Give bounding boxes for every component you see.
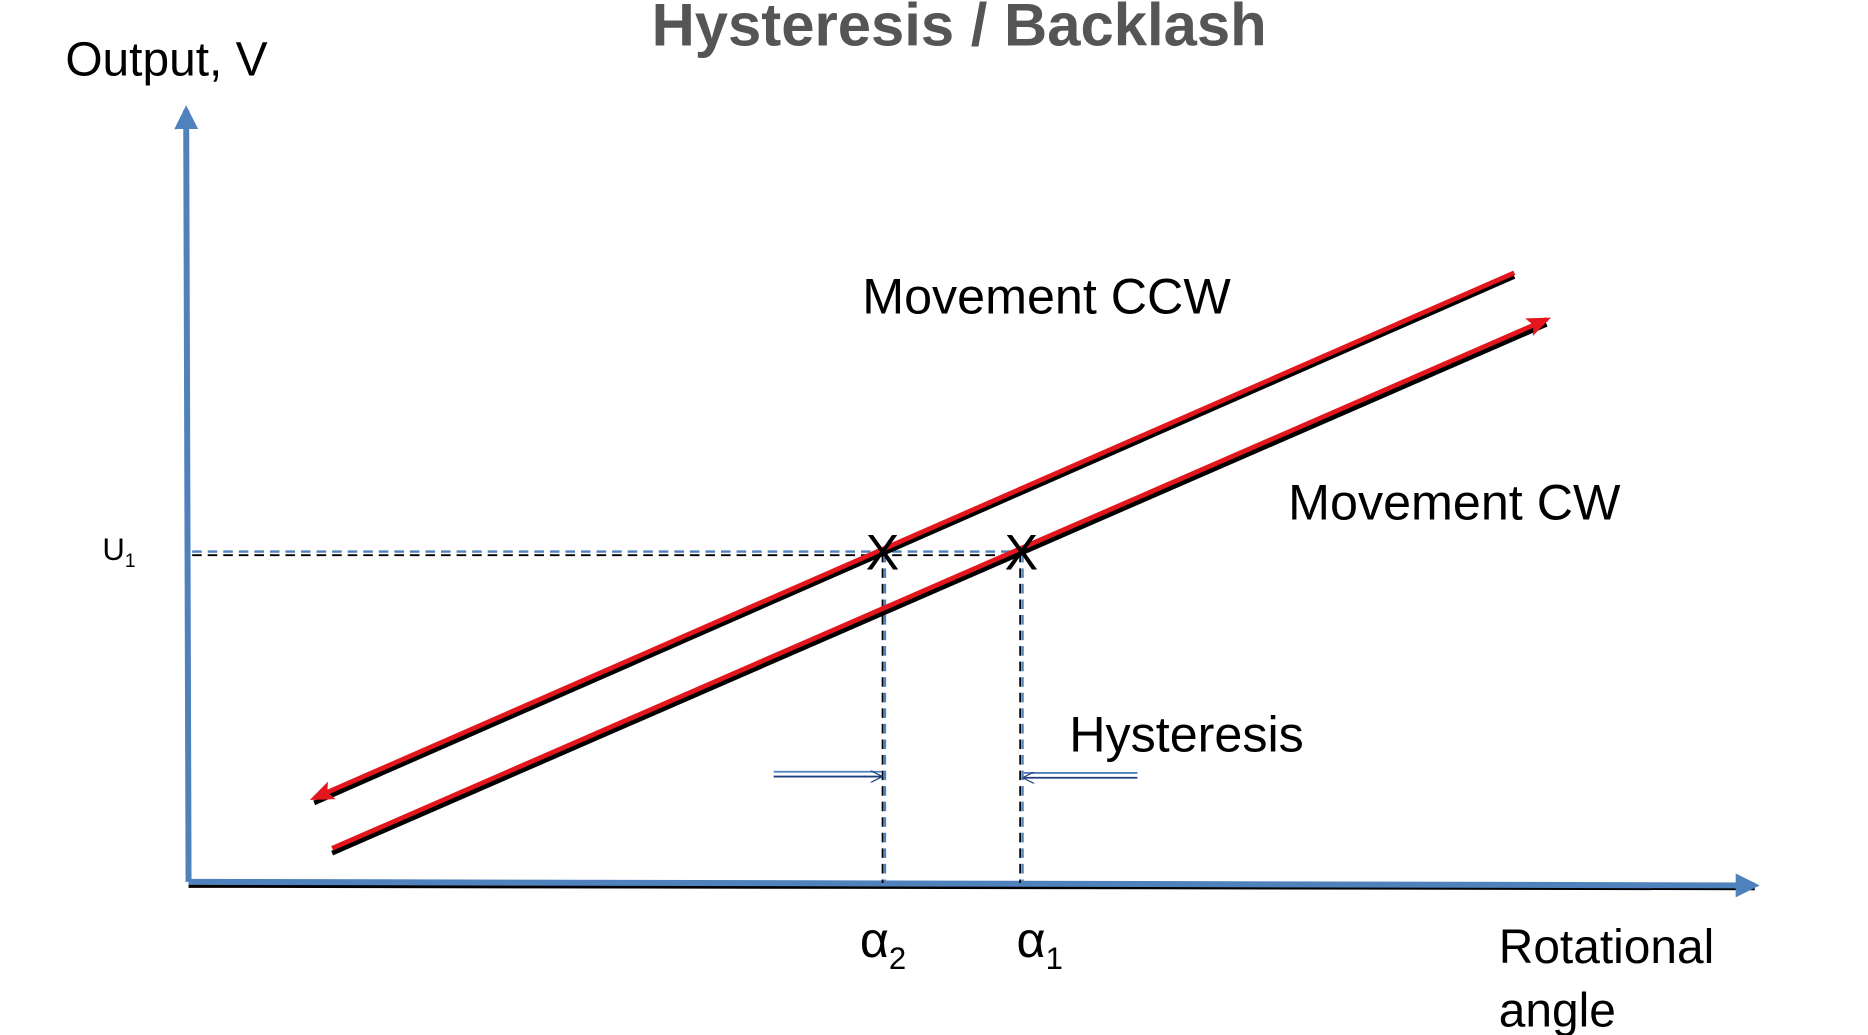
annotation: Hysteresis — [1069, 706, 1304, 762]
text-part: 1 — [1046, 941, 1063, 976]
line-label: Movement CCW — [862, 268, 1231, 324]
y-axis-label: Output, V — [65, 33, 267, 86]
text-part: α — [860, 912, 889, 968]
text-part: 1 — [125, 551, 136, 572]
hysteresis-arrows — [773, 772, 1138, 778]
cw-line — [331, 317, 1552, 851]
u1-label: U1 — [102, 532, 135, 572]
ccw-line-shadow — [313, 274, 1516, 806]
alpha1-label: α1 — [1017, 912, 1063, 976]
crossing-mark: X — [1005, 525, 1039, 581]
alpha2-label: α2 — [860, 912, 906, 976]
ccw-line — [309, 270, 1516, 801]
y-axis — [174, 105, 199, 882]
text-part: 2 — [889, 941, 906, 976]
text-part: α — [1017, 912, 1046, 968]
crossing-mark: X — [866, 525, 900, 581]
line-label: Movement CW — [1288, 474, 1621, 530]
x-axis-label: Rotational — [1499, 921, 1715, 974]
x-axis — [188, 873, 1760, 898]
text-part: U — [102, 532, 124, 567]
cw-line-shadow — [331, 322, 1548, 856]
x-axis-label: angle — [1499, 985, 1616, 1035]
title: Hysteresis / Backlash — [652, 0, 1267, 58]
